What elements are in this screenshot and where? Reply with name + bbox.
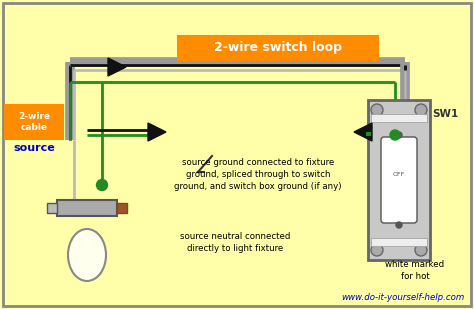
FancyBboxPatch shape	[4, 104, 64, 140]
Circle shape	[371, 104, 383, 116]
Text: OFF: OFF	[393, 172, 405, 177]
Text: source neutral connected
directly to light fixture: source neutral connected directly to lig…	[180, 232, 290, 253]
Ellipse shape	[68, 229, 106, 281]
FancyBboxPatch shape	[57, 200, 117, 216]
FancyBboxPatch shape	[117, 203, 127, 213]
FancyBboxPatch shape	[368, 100, 430, 260]
Polygon shape	[354, 123, 372, 141]
FancyBboxPatch shape	[177, 35, 379, 61]
Text: white marked
for hot: white marked for hot	[385, 260, 445, 281]
Text: source ground connected to fixture
ground, spliced through to switch
ground, and: source ground connected to fixture groun…	[174, 158, 342, 191]
FancyBboxPatch shape	[3, 3, 471, 306]
FancyBboxPatch shape	[371, 114, 427, 122]
Circle shape	[97, 180, 108, 191]
Text: 2-wire
cable: 2-wire cable	[18, 112, 50, 132]
Circle shape	[415, 244, 427, 256]
Polygon shape	[148, 123, 166, 141]
Text: source: source	[13, 143, 55, 153]
Text: www.do-it-yourself-help.com: www.do-it-yourself-help.com	[342, 293, 465, 302]
Circle shape	[415, 104, 427, 116]
Circle shape	[371, 244, 383, 256]
Text: SW1: SW1	[432, 109, 458, 119]
Polygon shape	[108, 58, 126, 76]
Circle shape	[390, 130, 400, 140]
FancyBboxPatch shape	[381, 137, 417, 223]
FancyBboxPatch shape	[47, 203, 57, 213]
Text: 2-wire switch loop: 2-wire switch loop	[214, 41, 342, 54]
FancyBboxPatch shape	[366, 132, 371, 136]
Circle shape	[396, 222, 402, 228]
Circle shape	[396, 132, 402, 138]
FancyBboxPatch shape	[371, 238, 427, 246]
